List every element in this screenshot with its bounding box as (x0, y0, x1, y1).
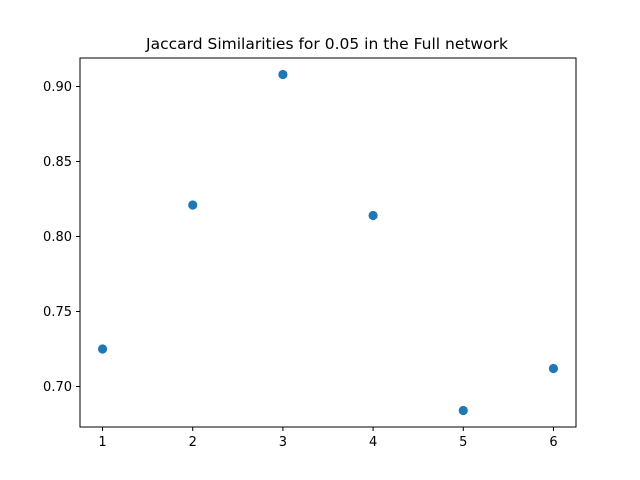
x-tick-label: 6 (549, 435, 557, 450)
y-tick-label: 0.80 (43, 230, 72, 245)
y-tick-label: 0.75 (43, 305, 72, 320)
data-point (97, 344, 108, 354)
data-point (548, 363, 559, 374)
y-tick-label: 0.70 (43, 380, 72, 395)
x-tick-label: 4 (369, 435, 377, 450)
x-tick-label: 1 (98, 435, 106, 450)
data-point (278, 69, 288, 80)
y-tick-label: 0.90 (43, 80, 72, 95)
chart-title: Jaccard Similarities for 0.05 in the Ful… (145, 35, 508, 53)
x-tick-label: 2 (189, 435, 197, 450)
y-tick-label: 0.85 (43, 155, 72, 170)
data-point (458, 405, 468, 416)
x-tick-label: 3 (279, 435, 287, 450)
data-point (368, 210, 378, 221)
data-point (188, 200, 198, 210)
axes-frame (79, 57, 577, 428)
plot-area: 1 2 3 4 5 6 0.70 0.75 0.80 0.85 0.90 (43, 57, 577, 450)
x-tick-label: 5 (459, 435, 467, 450)
